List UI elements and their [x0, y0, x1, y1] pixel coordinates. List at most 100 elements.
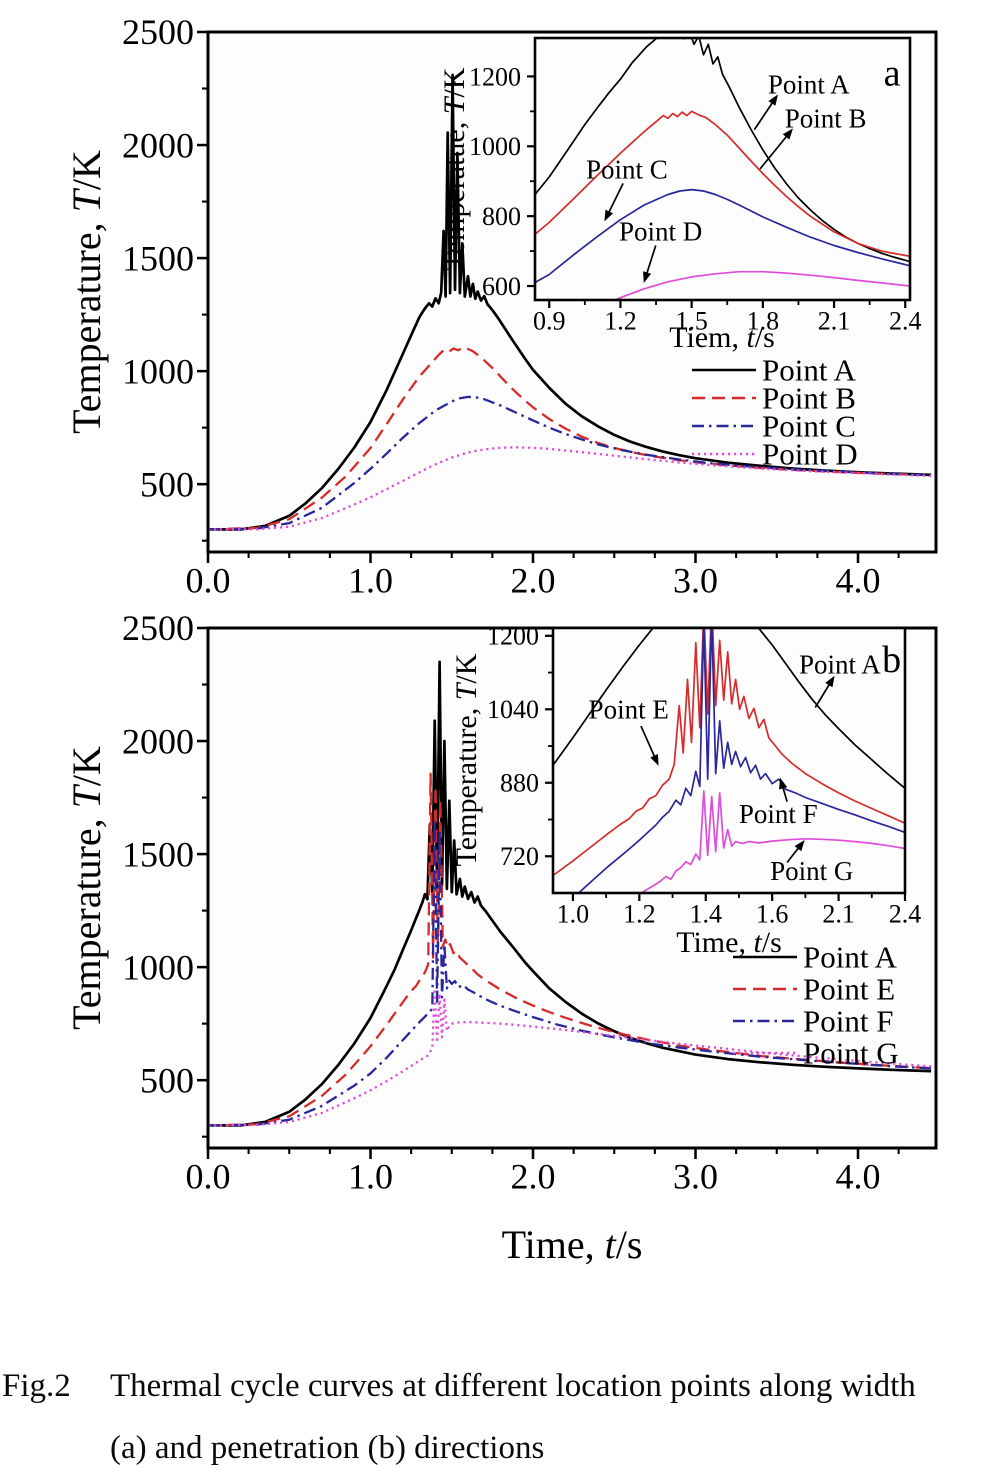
legend-item-point-b: Point B [692, 381, 856, 416]
y-tick-label: 800 [482, 202, 521, 231]
curve-point-a-a-main [208, 73, 932, 531]
curve-point-d-a-inset [612, 270, 910, 300]
annotation-arrowhead [768, 94, 778, 106]
y-tick-label: 1040 [487, 695, 539, 724]
x-tick-label: 1.0 [348, 1157, 393, 1197]
annotation-arrowhead [794, 840, 805, 852]
x-axis-label-b-inset: Time, t/s [676, 926, 782, 959]
axes-border-b-inset [551, 626, 907, 895]
y-tick-label: 1000 [469, 132, 521, 161]
legend-item-point-e: Point E [733, 972, 895, 1007]
x-tick-label: 1.6 [756, 899, 789, 928]
x-tick-label: 1.0 [557, 899, 590, 928]
y-tick-label: 500 [140, 1060, 194, 1100]
annotation-arrowhead [650, 754, 659, 766]
y-tick-label: 1500 [122, 834, 194, 874]
x-tick-label: 3.0 [673, 561, 718, 601]
annotation-arrowhead [825, 675, 835, 688]
curve-point-f-b-inset [579, 628, 905, 893]
caption-fig-label: Fig.2 [2, 1368, 71, 1404]
y-tick-label: 500 [140, 464, 194, 504]
curve-point-b-a-inset [535, 110, 910, 258]
y-tick-label: 600 [482, 272, 521, 301]
annotation-point-a-a-inset: Point A [768, 70, 850, 100]
y-tick-label: 880 [500, 769, 539, 798]
annotation-point-f-b-inset: Point F [739, 799, 818, 829]
axes-border-a-inset [533, 36, 912, 302]
curve-point-a-a-inset [535, 38, 910, 263]
y-tick-label: 2500 [122, 608, 194, 648]
curve-point-g-b-main [208, 987, 932, 1127]
panel-letter-a: a [884, 52, 901, 94]
annotation-point-b-a-inset: Point B [785, 104, 867, 134]
x-tick-label: 2.0 [511, 561, 556, 601]
annotation-arrow [814, 682, 832, 708]
legend-label-point-f: Point F [803, 1004, 893, 1039]
figure-caption: Fig.2 Thermal cycle curves at different … [0, 1366, 1002, 1468]
curve-point-a-b-main [208, 660, 932, 1127]
legend-label-point-c: Point C [762, 409, 856, 444]
curve-point-c-a-inset [535, 188, 910, 284]
curve-point-c-a-main [208, 395, 932, 531]
annotation-point-a-b-inset: Point A [799, 649, 881, 679]
y-tick-label: 720 [500, 842, 539, 871]
x-axis-label-a-inset: Tiem, t/s [669, 321, 775, 354]
annotation-arrow [645, 245, 657, 276]
x-tick-label: 3.0 [673, 1157, 718, 1197]
caption-line1: Thermal cycle curves at different locati… [110, 1368, 916, 1404]
y-tick-label: 2000 [122, 125, 194, 165]
thermal-cycle-figure: 0.0 1.0 2.0 3.0 4.0 500 1000 1500 2000 2500 Temper… [64, 12, 938, 1267]
x-tick-label: 2.4 [889, 899, 922, 928]
annotation-arrow [607, 183, 624, 215]
annotation-arrowhead [779, 777, 788, 790]
x-tick-label: 2.1 [822, 899, 855, 928]
annotation-arrow [786, 845, 801, 864]
annotation-arrowhead [782, 128, 793, 140]
y-axis-label-a-inset: Temperatue, T/K [438, 67, 471, 270]
x-axis-label-b-main: Time, t/s [502, 1222, 643, 1267]
x-tick-label: 1.2 [604, 306, 637, 335]
x-tick-label: 4.0 [836, 561, 881, 601]
x-tick-label: 2.0 [511, 1157, 556, 1197]
annotation-point-g-b-inset: Point G [770, 856, 853, 886]
legend-label-point-e: Point E [803, 972, 895, 1007]
legend-item-point-a: Point A [733, 940, 898, 975]
y-tick-label: 1000 [122, 351, 194, 391]
curve-point-e-b-inset [553, 628, 905, 877]
legend-item-point-c: Point C [692, 409, 856, 444]
y-tick-label: 2000 [122, 721, 194, 761]
panel-a-inset: 0.9 1.2 1.5 1.8 2.1 2.4 600 800 1000 1200Temperat… [438, 36, 922, 354]
annotation-arrow [753, 100, 775, 131]
x-tick-label: 1.5 [675, 306, 708, 335]
x-tick-label: 2.4 [889, 306, 922, 335]
legend-label-point-d: Point D [762, 437, 858, 472]
legend-label-point-a: Point A [803, 940, 898, 975]
x-tick-label: 1.4 [690, 899, 723, 928]
y-tick-label: 1000 [122, 947, 194, 987]
plot-area-a-inset [535, 38, 910, 300]
y-axis-label-b-inset: Temperature, T/K [450, 653, 483, 866]
annotation-arrowhead [604, 209, 614, 222]
y-tick-label: 1500 [122, 238, 194, 278]
curve-point-g-b-inset [642, 790, 905, 893]
x-tick-label: 1.8 [747, 306, 780, 335]
legend-item-point-f: Point F [733, 1004, 893, 1039]
panel-b-inset: 1.0 1.2 1.4 1.6 2.1 2.4 720 880 1040 1200Temperat… [450, 622, 922, 959]
annotation-point-c-a-inset: Point C [586, 155, 668, 185]
caption-line2: (a) and penetration (b) directions [110, 1430, 545, 1466]
legend-label-point-g: Point G [803, 1036, 899, 1071]
y-tick-label: 1200 [487, 622, 539, 651]
curve-point-f-b-main [208, 817, 932, 1127]
x-tick-label: 0.0 [186, 1157, 231, 1197]
curve-point-e-b-main [208, 772, 932, 1127]
y-axis-label-b-main: Temperature, T/K [64, 746, 109, 1030]
y-tick-label: 2500 [122, 12, 194, 52]
y-axis-label-a-main: Temperature, T/K [64, 150, 109, 434]
x-tick-label: 1.0 [348, 561, 393, 601]
legend-item-point-d: Point D [692, 437, 858, 472]
x-tick-label: 2.1 [818, 306, 851, 335]
legend-item-point-g: Point G [733, 1036, 899, 1071]
